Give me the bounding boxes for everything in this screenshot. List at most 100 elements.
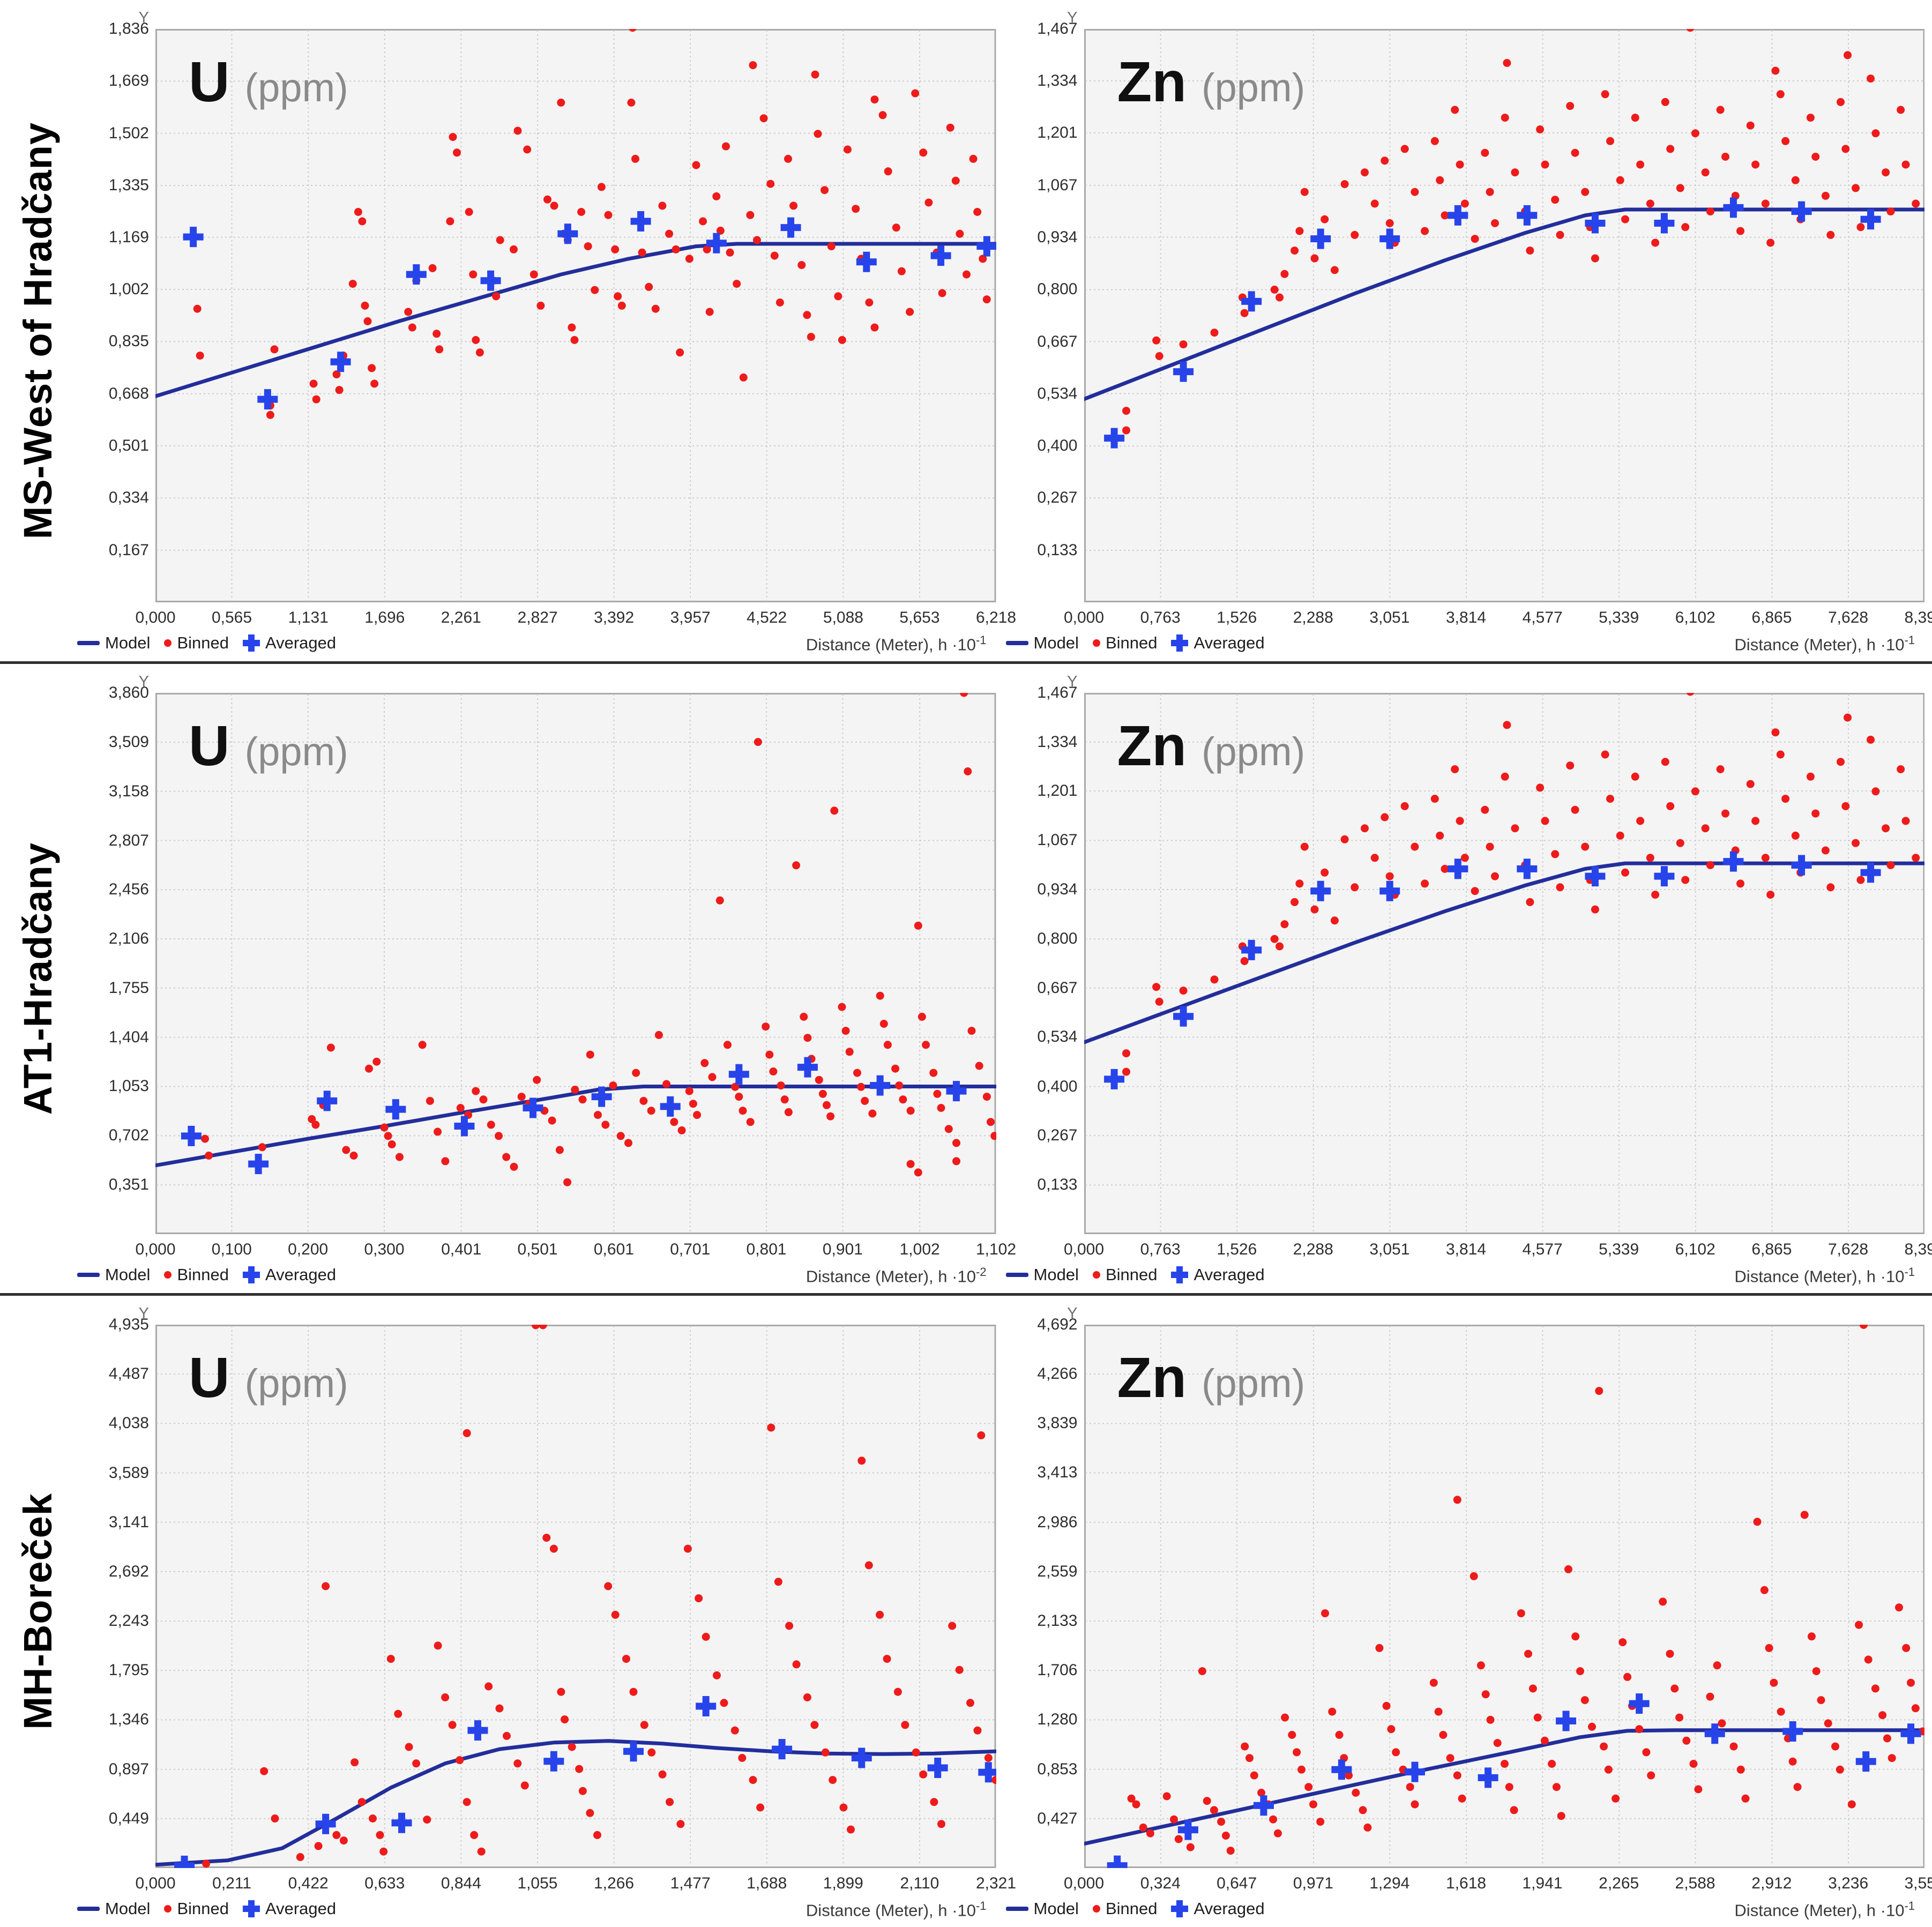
y-axis-symbol: Y — [1067, 673, 1078, 690]
x-tick-label: 0,000 — [1063, 1874, 1105, 1892]
legend-item-binned: Binned — [1092, 633, 1158, 653]
variogram-plot — [1084, 693, 1924, 1234]
x-tick-label: 0,300 — [364, 1241, 405, 1258]
legend-averaged-label: Averaged — [265, 1265, 337, 1284]
legend-averaged-label: Averaged — [1193, 633, 1265, 652]
legend-item-model: Model — [1005, 633, 1079, 653]
averaged-plus-icon — [242, 1900, 260, 1917]
y-tick-label: 4,266 — [1037, 1365, 1078, 1383]
y-tick-label: 0,800 — [1037, 930, 1078, 948]
y-tick-label: 0,449 — [108, 1809, 149, 1827]
y-tick-label: 0,897 — [108, 1760, 149, 1778]
y-tick-label: 3,413 — [1037, 1463, 1078, 1482]
variogram-panel-zn-mh: Y 4,692 4,266 3,839 3,413 2,986 2,559 2,133 1,7… — [1004, 1296, 1932, 1927]
binned-dot-icon — [164, 1271, 172, 1279]
x-axis-exponent: -2 — [975, 1265, 987, 1279]
x-tick-label: 6,102 — [1675, 609, 1715, 626]
legend-binned-label: Binned — [1105, 633, 1158, 652]
y-tick-label: 2,692 — [108, 1562, 149, 1580]
plot-area: U (ppm) — [155, 1325, 996, 1868]
y-tick-label: 1,201 — [1037, 782, 1078, 800]
y-axis-symbol: Y — [1067, 1305, 1078, 1322]
x-tick-label: 1,055 — [517, 1874, 558, 1892]
figure-row-at1: AT1-Hradčany Y 3,860 3,509 3,158 2,807 2,456… — [0, 664, 1932, 1293]
legend-item-averaged: Averaged — [242, 1899, 336, 1918]
x-tick-label: 0,647 — [1217, 1874, 1257, 1892]
legend: Model Binned Averaged — [1005, 633, 1265, 653]
legend-item-model: Model — [1005, 1265, 1079, 1284]
binned-dot-icon — [1092, 639, 1100, 647]
legend-model-label: Model — [1033, 1899, 1079, 1918]
y-tick-label: 0,133 — [1037, 1176, 1078, 1194]
y-tick-label: 1,067 — [1037, 831, 1078, 849]
x-tick-label: 6,865 — [1751, 609, 1792, 626]
row-label: MH-Boreček — [0, 1296, 75, 1927]
y-tick-label: 0,667 — [1037, 332, 1078, 350]
legend-item-averaged: Averaged — [1171, 633, 1265, 653]
y-tick-label: 0,702 — [108, 1126, 149, 1145]
y-axis-tick-labels: 1,467 1,334 1,201 1,067 0,934 0,800 0,667 0,534… — [1004, 20, 1084, 602]
y-axis-symbol: Y — [1067, 9, 1078, 26]
y-tick-label: 0,351 — [108, 1176, 149, 1194]
x-tick-label: 8,390 — [1904, 1241, 1932, 1258]
x-tick-label: 0,100 — [211, 1241, 252, 1258]
legend-item-averaged: Averaged — [1171, 1899, 1265, 1918]
x-tick-label: 3,559 — [1904, 1874, 1932, 1892]
y-tick-label: 1,169 — [108, 228, 149, 246]
legend: Model Binned Averaged — [1005, 1899, 1265, 1918]
legend-averaged-label: Averaged — [265, 633, 337, 652]
plot-area: U (ppm) — [155, 29, 996, 602]
plot-footer: Model Binned Averaged Distance (Meter), … — [1004, 1260, 1925, 1293]
y-tick-label: 3,860 — [108, 684, 149, 701]
x-axis-exponent: -1 — [1904, 1899, 1915, 1913]
x-tick-label: 0,844 — [441, 1874, 481, 1892]
x-tick-label: 1,899 — [823, 1874, 863, 1892]
x-axis-tick-labels: 0,000 0,324 0,647 0,971 1,294 1,618 1,941 2,265… — [1064, 1868, 1932, 1894]
model-line-icon — [77, 1273, 100, 1277]
model-line-icon — [1005, 1907, 1028, 1911]
x-tick-label: 0,000 — [135, 1241, 176, 1258]
legend-item-binned: Binned — [164, 633, 229, 653]
legend-averaged-label: Averaged — [1193, 1899, 1265, 1918]
row-separator — [0, 661, 1932, 664]
averaged-plus-icon — [242, 1266, 260, 1283]
x-tick-label: 4,577 — [1522, 609, 1563, 626]
y-tick-label: 1,669 — [108, 72, 149, 90]
x-axis-label: Distance (Meter), h ·10-1 — [805, 1899, 987, 1920]
x-tick-label: 0,000 — [135, 609, 176, 626]
x-axis-exponent: -1 — [1904, 1265, 1915, 1279]
y-tick-label: 4,038 — [108, 1414, 149, 1432]
x-tick-label: 1,266 — [593, 1874, 635, 1892]
x-axis-tick-labels: 0,000 0,565 1,131 1,696 2,261 2,827 3,392 3,957… — [135, 602, 1016, 628]
binned-dot-icon — [164, 639, 172, 647]
y-axis-tick-labels: 4,692 4,266 3,839 3,413 2,986 2,559 2,133 1,706… — [1004, 1316, 1084, 1868]
row-separator — [0, 1293, 1932, 1296]
legend-item-averaged: Averaged — [1171, 1265, 1265, 1284]
y-axis-tick-labels: 3,860 3,509 3,158 2,807 2,456 2,106 1,755 1,404… — [75, 684, 155, 1234]
y-tick-label: 1,280 — [1037, 1711, 1078, 1729]
legend-binned-label: Binned — [177, 1265, 229, 1284]
plot-area: Zn (ppm) — [1084, 1325, 1924, 1868]
x-axis-tick-labels: 0,000 0,100 0,200 0,300 0,401 0,501 0,601 0,701… — [135, 1234, 1016, 1260]
x-axis-label: Distance (Meter), h ·10-2 — [805, 1265, 987, 1286]
x-tick-label: 0,763 — [1140, 1241, 1181, 1258]
x-tick-label: 0,565 — [211, 609, 252, 626]
x-tick-label: 5,653 — [899, 609, 940, 626]
legend-averaged-label: Averaged — [1193, 1265, 1265, 1284]
x-axis-exponent: -1 — [975, 633, 987, 647]
y-tick-label: 1,502 — [108, 124, 149, 142]
averaged-plus-icon — [1171, 1266, 1189, 1283]
y-tick-label: 0,534 — [1037, 1028, 1078, 1046]
plot-footer: Model Binned Averaged Distance (Meter), … — [75, 1260, 996, 1293]
x-tick-label: 4,577 — [1522, 1241, 1563, 1258]
binned-dot-icon — [1092, 1271, 1100, 1279]
x-tick-label: 2,288 — [1293, 609, 1333, 626]
legend-model-label: Model — [105, 1899, 151, 1918]
x-tick-label: 1,002 — [899, 1241, 940, 1258]
x-tick-label: 0,633 — [364, 1874, 405, 1892]
y-tick-label: 2,106 — [108, 929, 149, 947]
variogram-plot — [1084, 1325, 1924, 1868]
y-tick-label: 1,706 — [1037, 1661, 1078, 1679]
row-label: MS-West of Hradčany — [0, 0, 75, 661]
x-tick-label: 0,763 — [1140, 609, 1181, 626]
